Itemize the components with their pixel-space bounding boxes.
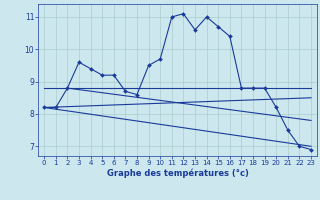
X-axis label: Graphe des températures (°c): Graphe des températures (°c) (107, 169, 249, 178)
